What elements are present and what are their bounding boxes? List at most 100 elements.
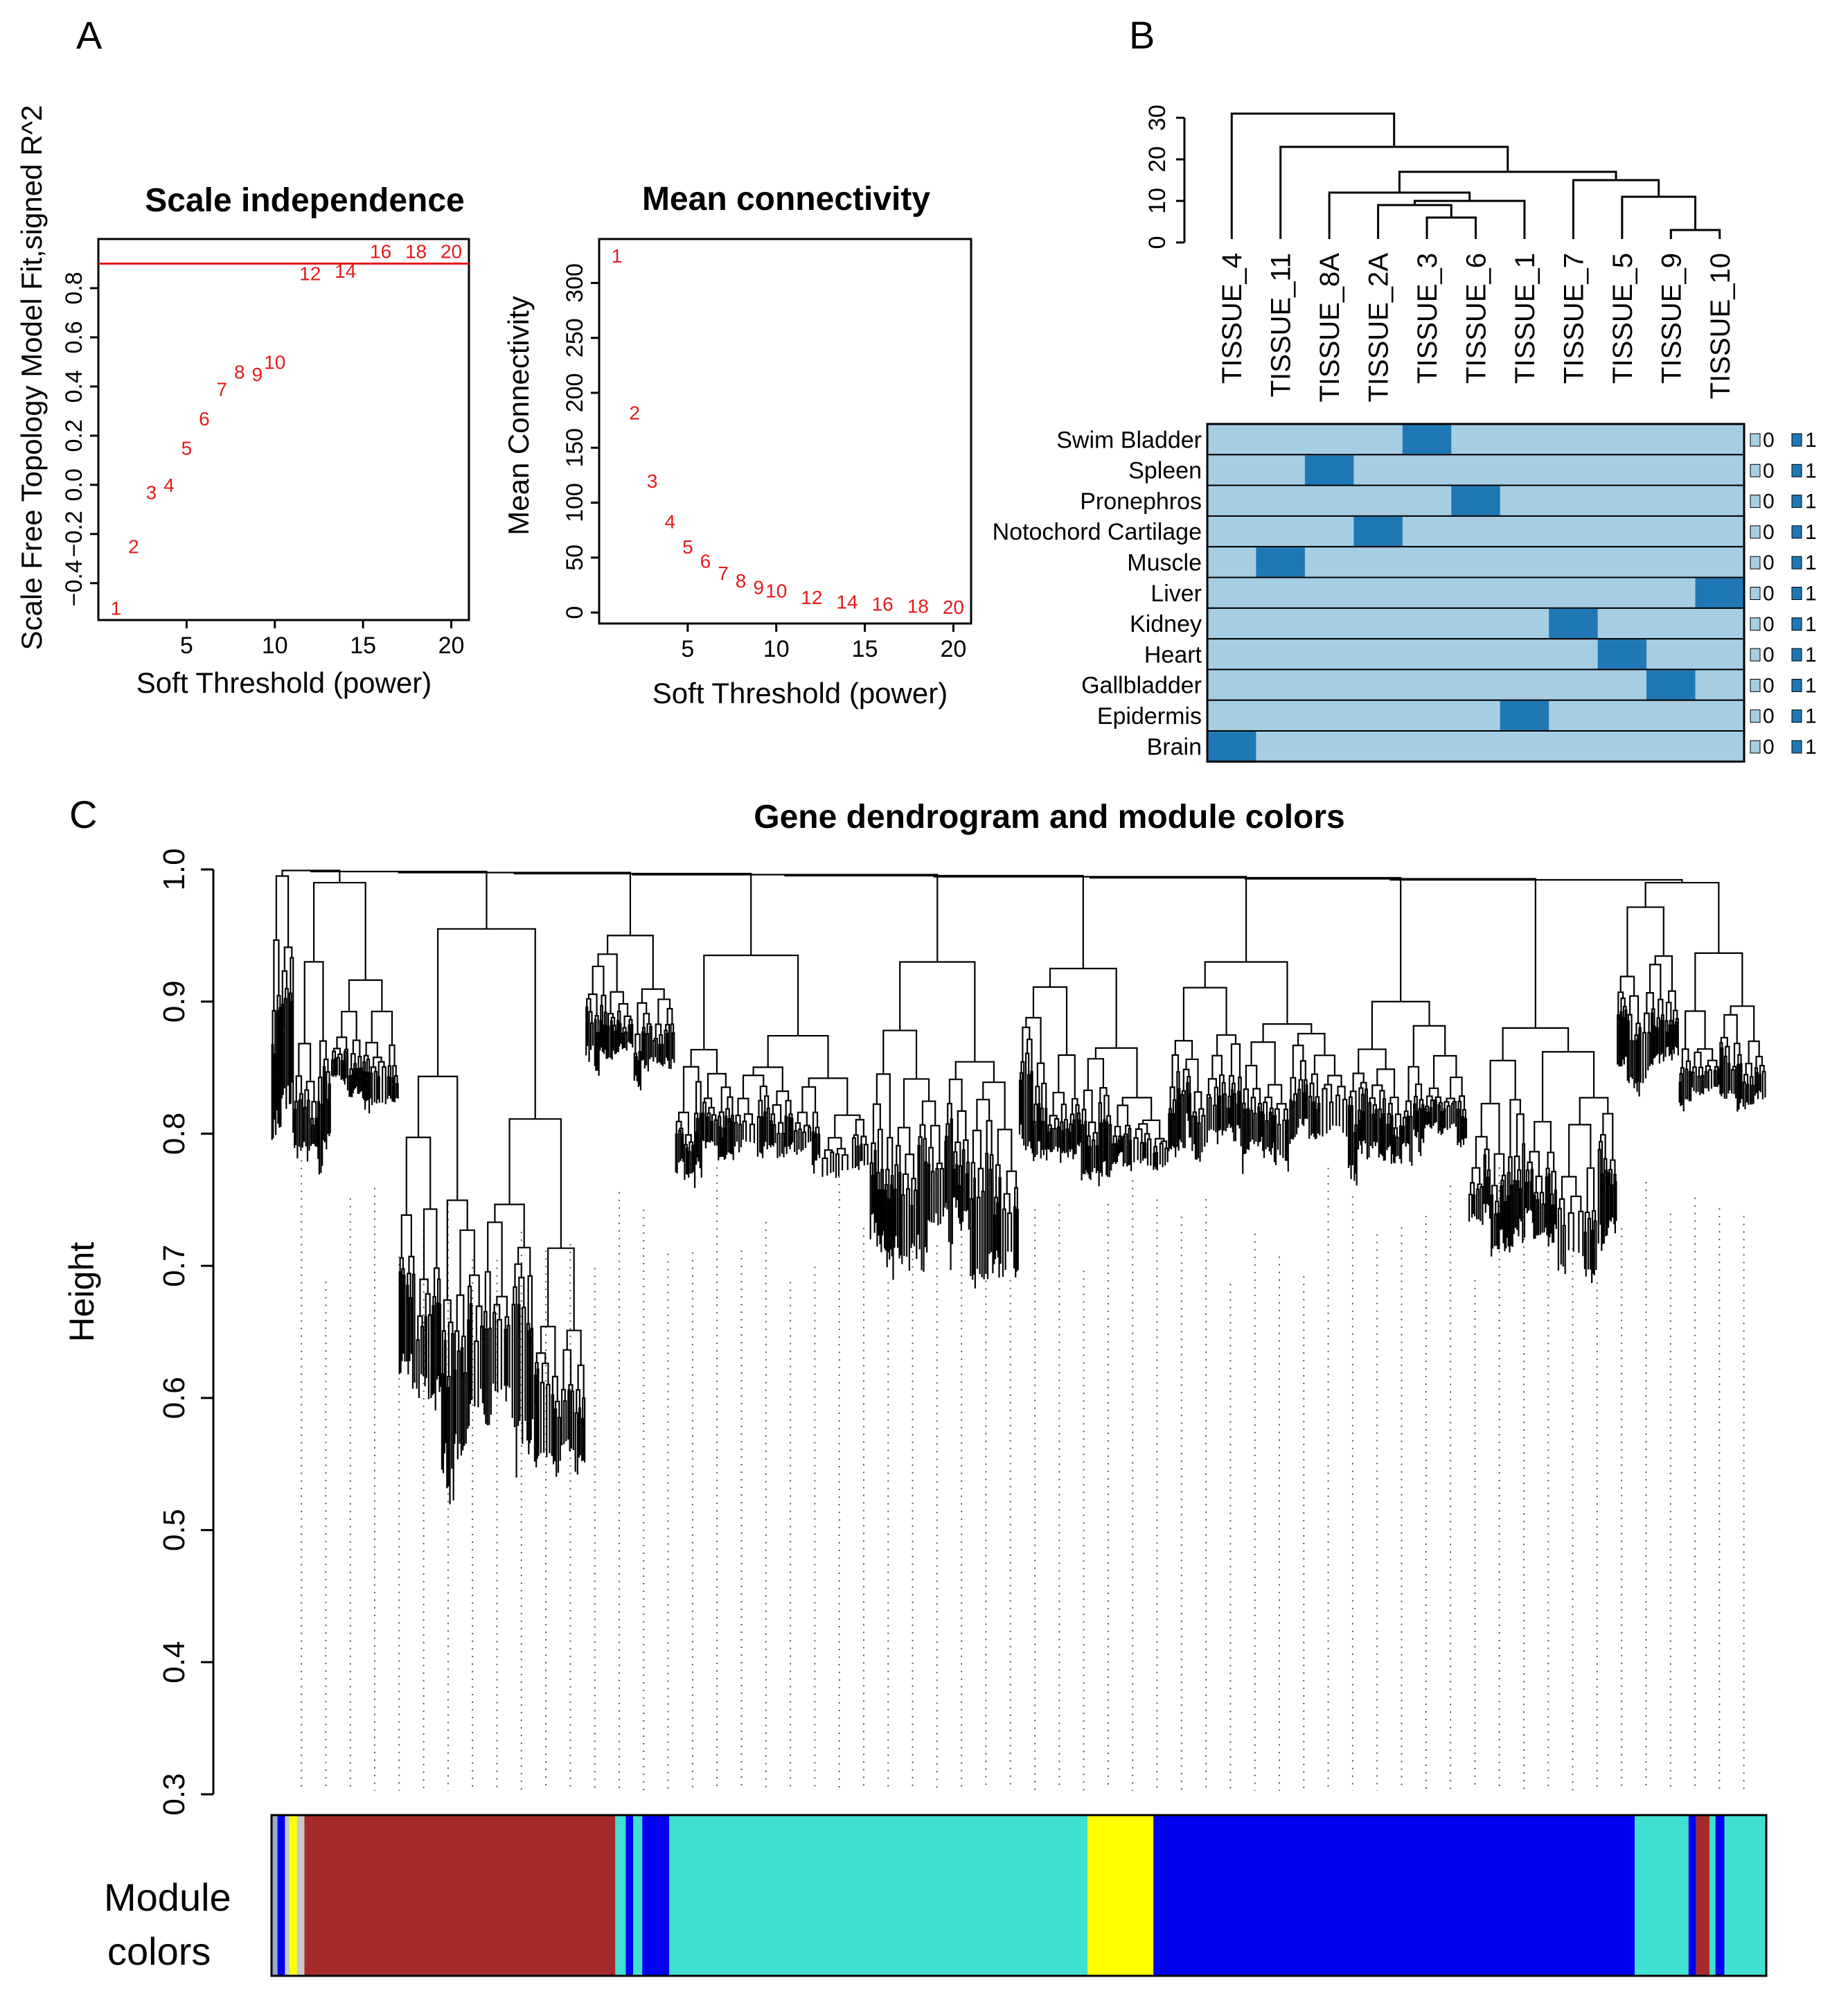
dendrogram-branch — [1554, 1190, 1557, 1196]
dendrogram-branch — [770, 1113, 776, 1125]
dendrogram-branch — [427, 1314, 432, 1334]
dendrogram-branch — [1414, 1095, 1418, 1112]
data-point-label: 16 — [370, 241, 391, 263]
data-point-label: 20 — [943, 596, 964, 618]
dendrogram-branch — [1619, 1011, 1623, 1024]
dendrogram-branch — [1704, 1071, 1708, 1078]
legend-swatch-zero — [1750, 433, 1761, 447]
x-tick-label: 5 — [681, 636, 694, 662]
sample-dendrogram-branch — [1413, 200, 1526, 239]
sample-dendrogram-branch — [1230, 112, 1396, 239]
dendrogram-branch — [860, 1135, 867, 1145]
dendrogram-branch — [1348, 1096, 1353, 1106]
module-color-segment — [277, 1815, 285, 1976]
dendrogram-branch — [528, 1330, 531, 1354]
gene-dendrogram-panel: Gene dendrogram and module colors 0.3 0.4… — [62, 799, 1768, 1977]
dendrogram-branch — [632, 874, 939, 962]
dendrogram-branch — [1603, 1158, 1608, 1172]
data-point-label: 3 — [146, 481, 157, 503]
dendrogram-branch — [1654, 955, 1673, 991]
dendrogram-branch — [1737, 1054, 1742, 1065]
heatmap-cell-active — [1402, 425, 1452, 454]
sample-label: TISSUE_2A — [1364, 253, 1394, 403]
dendrogram-branch — [1180, 1094, 1184, 1108]
dendrogram-branch — [504, 1316, 510, 1330]
dendrogram-branch — [416, 1339, 420, 1354]
dendrogram-branch — [933, 876, 1247, 962]
dendrogram-branch — [456, 1294, 465, 1336]
dendrogram-branch — [283, 946, 293, 971]
dendrogram-branch — [1438, 1102, 1443, 1113]
dendrogram-branch — [373, 1057, 382, 1068]
data-point-label: 14 — [335, 260, 356, 282]
dendrogram-branch — [1723, 1014, 1738, 1044]
dendrogram-branch — [1694, 952, 1743, 1011]
dendrogram-branch — [1727, 1062, 1731, 1068]
dendrogram-branch — [437, 928, 536, 1120]
dendrogram-branch — [405, 1136, 432, 1215]
dendrogram-branch — [1133, 1137, 1139, 1140]
dendrogram-branch — [603, 1024, 606, 1032]
data-point-label: 18 — [907, 596, 929, 617]
dendrogram-branch — [1619, 975, 1635, 996]
dendrogram-branch — [409, 1297, 412, 1318]
dendrogram-branch — [1007, 1212, 1013, 1223]
dendrogram-branch — [1006, 1170, 1018, 1194]
dendrogram-branch — [1389, 1096, 1399, 1115]
dendrogram-branch — [1201, 1115, 1206, 1126]
dendrogram-branch — [1187, 1075, 1191, 1094]
dendrogram-branch — [1233, 1093, 1236, 1100]
dendrogram-branch — [1174, 1040, 1193, 1060]
dendrogram-branch — [332, 1050, 337, 1061]
sample-dendrogram-branch — [1572, 179, 1660, 239]
dendrogram-branch — [1368, 1102, 1372, 1114]
dendrogram-branch — [882, 1029, 918, 1079]
data-point-label: 18 — [405, 241, 427, 263]
dendrogram-branch — [1060, 1121, 1064, 1131]
dendrogram-branch — [323, 1059, 329, 1072]
data-point-label: 5 — [181, 438, 193, 459]
dendrogram-branch — [494, 1203, 525, 1248]
dendrogram-branch — [731, 1115, 734, 1122]
dendrogram-branch — [1227, 1107, 1230, 1113]
data-point-label: 6 — [700, 551, 711, 572]
dendrogram-branch — [761, 1116, 764, 1128]
legend-swatch-zero — [1750, 617, 1761, 631]
dendrogram-branch — [718, 1111, 725, 1129]
dendrogram-branch — [1489, 1059, 1516, 1104]
dendrogram-branch — [1218, 1074, 1225, 1097]
dendrogram-branch — [1608, 1172, 1611, 1187]
dendrogram-branch — [619, 1023, 622, 1029]
dendrogram-branch — [797, 1111, 808, 1126]
heatmap-legend: 0 1 0 1 0 1 0 1 0 1 0 1 0 1 0 1 0 1 0 1 0 1 — [1750, 429, 1817, 759]
dendrogram-branch — [350, 1053, 356, 1070]
data-point-label: 4 — [163, 475, 175, 496]
legend-swatch-zero — [1750, 648, 1761, 662]
dendrogram-branch — [637, 1060, 641, 1070]
dendrogram-branch — [577, 1364, 585, 1399]
dendrogram-branch — [1337, 1086, 1346, 1100]
dendrogram-branch — [438, 1303, 442, 1323]
dendrogram-branch — [310, 1117, 314, 1127]
dendrogram-branch — [1289, 1099, 1292, 1113]
y-tick-label: 50 — [562, 545, 588, 571]
data-point-label: 7 — [217, 378, 228, 400]
dendrogram-branch — [1534, 1121, 1552, 1153]
dendrogram-branch — [1477, 1183, 1483, 1190]
dendrogram-branch — [273, 939, 280, 1011]
dendrogram-branch — [781, 1133, 785, 1141]
dendrogram-branch — [1413, 1103, 1416, 1111]
heatmap-cell-active — [1256, 547, 1305, 577]
heatmap-cell-active — [1304, 455, 1354, 485]
data-point-label: 3 — [647, 470, 658, 492]
dendrogram-branch — [475, 1305, 483, 1341]
heatmap-row — [1207, 454, 1745, 486]
dendrogram-branch — [576, 1389, 581, 1413]
dendrogram-branch — [869, 1162, 873, 1176]
heatmap-row — [1207, 515, 1745, 548]
legend-label-zero: 0 — [1763, 551, 1775, 574]
dendrogram-branch — [882, 1189, 885, 1205]
dendrogram-branch — [1230, 1043, 1241, 1078]
gene-dendrogram-ylabel: Height — [62, 1242, 101, 1343]
dendrogram-branch — [1153, 1153, 1156, 1158]
